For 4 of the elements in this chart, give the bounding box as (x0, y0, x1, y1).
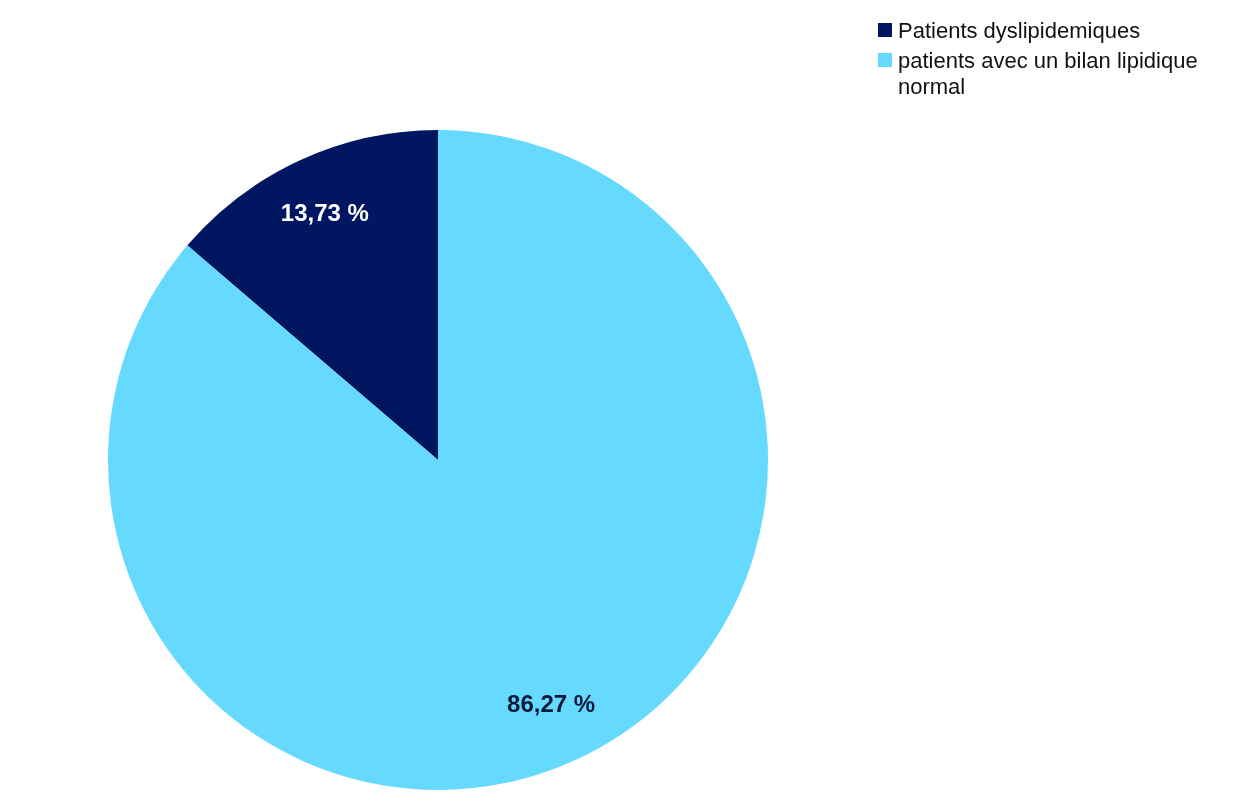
legend-label: patients avec un bilan lipidique normal (898, 48, 1199, 100)
data-label: 86,27 % (507, 690, 596, 718)
legend-label: Patients dyslipidemiques (898, 18, 1141, 44)
data-label: 13,73 % (280, 198, 369, 226)
